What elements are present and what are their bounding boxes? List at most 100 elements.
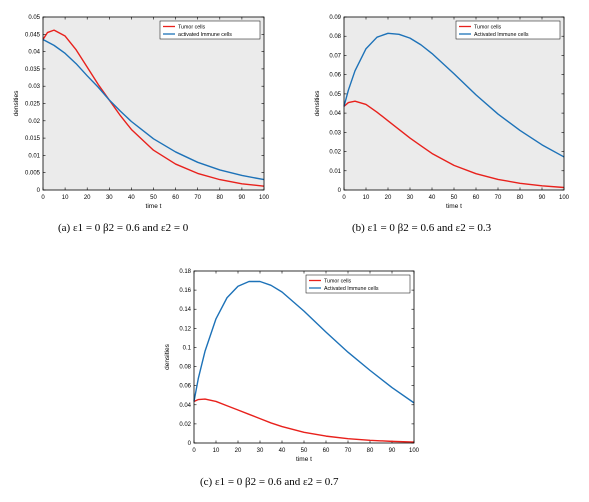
plot-area [194, 271, 414, 443]
y-axis-label: densities [314, 90, 321, 116]
y-tick-label: 0.1 [183, 345, 192, 351]
x-tick-label: 60 [172, 195, 179, 201]
caption-b: (b) ε1 = 0 β2 = 0.6 and ε2 = 0.3 [352, 222, 492, 234]
x-tick-label: 70 [194, 195, 201, 201]
x-tick-label: 10 [213, 448, 220, 454]
y-tick-label: 0.06 [329, 73, 341, 79]
x-tick-label: 80 [216, 195, 223, 201]
x-tick-label: 0 [342, 195, 346, 201]
x-tick-label: 100 [559, 195, 570, 201]
x-tick-label: 100 [409, 448, 420, 454]
caption-c: (c) ε1 = 0 β2 = 0.6 and ε2 = 0.7 [200, 476, 339, 488]
axes-box [193, 270, 415, 444]
y-tick-label: 0 [338, 188, 342, 194]
legend-label-tumor: Tumor cells [474, 25, 502, 31]
x-tick-label: 30 [407, 195, 414, 201]
x-tick-label: 90 [389, 448, 396, 454]
axes-box [42, 16, 265, 191]
y-tick-label: 0.02 [179, 422, 191, 428]
caption-a: (a) ε1 = 0 β2 = 0.6 and ε2 = 0 [58, 222, 189, 234]
y-tick-label: 0.16 [179, 288, 191, 294]
x-tick-label: 10 [62, 195, 69, 201]
legend-label-immune: Activated Immune cells [324, 286, 379, 292]
y-tick-label: 0.07 [329, 53, 341, 59]
legend-label-immune: Activated Immune cells [474, 32, 529, 38]
chart-panel-b: 0 10 20 30 40 50 60 70 80 90 100 0 0.01 0.02 0.03 0.04 0… [314, 15, 570, 210]
x-tick-label: 90 [239, 195, 246, 201]
y-tick-label: 0.02 [28, 119, 40, 125]
x-tick-label: 50 [301, 448, 308, 454]
y-tick-label: 0.045 [25, 32, 41, 38]
x-tick-label: 80 [517, 195, 524, 201]
y-tick-label: 0.025 [25, 102, 41, 108]
x-tick-label: 70 [495, 195, 502, 201]
x-tick-label: 20 [385, 195, 392, 201]
x-tick-label: 40 [429, 195, 436, 201]
y-tick-label: 0.06 [179, 384, 191, 390]
plot-area [344, 17, 564, 190]
y-tick-label: 0.005 [25, 171, 41, 177]
series-line-immune [193, 280, 415, 404]
x-tick-label: 30 [106, 195, 113, 201]
x-tick-label: 50 [451, 195, 458, 201]
y-axis-label: densities [13, 90, 20, 116]
legend-label-immune: activated Immune cells [178, 32, 232, 38]
y-tick-label: 0.05 [329, 92, 341, 98]
x-tick-label: 50 [150, 195, 157, 201]
x-tick-label: 0 [192, 448, 196, 454]
y-tick-label: 0.04 [179, 403, 191, 409]
y-tick-label: 0.12 [179, 326, 191, 332]
x-axis-label: time t [146, 203, 162, 210]
legend-box [159, 20, 261, 40]
y-tick-label: 0.08 [329, 34, 341, 40]
x-tick-label: 10 [363, 195, 370, 201]
y-tick-label: 0.14 [179, 307, 191, 313]
y-axis-label: densities [164, 343, 171, 369]
x-tick-label: 20 [235, 448, 242, 454]
x-tick-label: 40 [128, 195, 135, 201]
y-tick-label: 0.01 [28, 153, 40, 159]
x-tick-label: 0 [41, 195, 45, 201]
x-axis-label: time t [446, 203, 462, 210]
x-tick-label: 80 [367, 448, 374, 454]
plot-area [43, 17, 264, 190]
series-line-tumor [343, 100, 565, 189]
y-tick-label: 0.04 [329, 111, 341, 117]
x-tick-label: 60 [473, 195, 480, 201]
chart-panel-c: 0 10 20 30 40 50 60 70 80 90 100 0 0.02 0.04 0.06 0.08 0… [164, 269, 420, 463]
series-line-tumor [193, 398, 415, 443]
x-tick-label: 70 [345, 448, 352, 454]
y-tick-label: 0.03 [28, 84, 40, 90]
y-tick-label: 0.05 [28, 15, 40, 21]
legend-label-tumor: Tumor cells [324, 279, 352, 285]
axes-box [343, 16, 565, 191]
x-tick-label: 60 [323, 448, 330, 454]
y-tick-label: 0.01 [329, 169, 341, 175]
y-tick-label: 0.02 [329, 150, 341, 156]
series-line-immune [42, 38, 265, 181]
series-line-immune [343, 32, 565, 158]
x-tick-label: 20 [84, 195, 91, 201]
y-tick-label: 0.015 [25, 136, 41, 142]
x-tick-label: 40 [279, 448, 286, 454]
x-tick-label: 90 [539, 195, 546, 201]
legend-label-tumor: Tumor cells [178, 25, 206, 31]
chart-panel-a: 0 10 20 30 40 50 60 70 80 90 100 0 0.005 0.01 0.015 0.0… [13, 15, 270, 210]
y-tick-label: 0 [188, 441, 192, 447]
y-tick-label: 0.035 [25, 67, 41, 73]
y-tick-label: 0.08 [179, 365, 191, 371]
y-tick-label: 0.18 [179, 269, 191, 275]
legend-box [305, 274, 411, 294]
legend-box [455, 20, 561, 40]
y-tick-label: 0 [37, 188, 41, 194]
y-tick-label: 0.04 [28, 50, 40, 56]
x-tick-label: 100 [259, 195, 270, 201]
y-tick-label: 0.03 [329, 130, 341, 136]
x-tick-label: 30 [257, 448, 264, 454]
series-line-tumor [42, 29, 265, 187]
y-tick-label: 0.09 [329, 15, 341, 21]
